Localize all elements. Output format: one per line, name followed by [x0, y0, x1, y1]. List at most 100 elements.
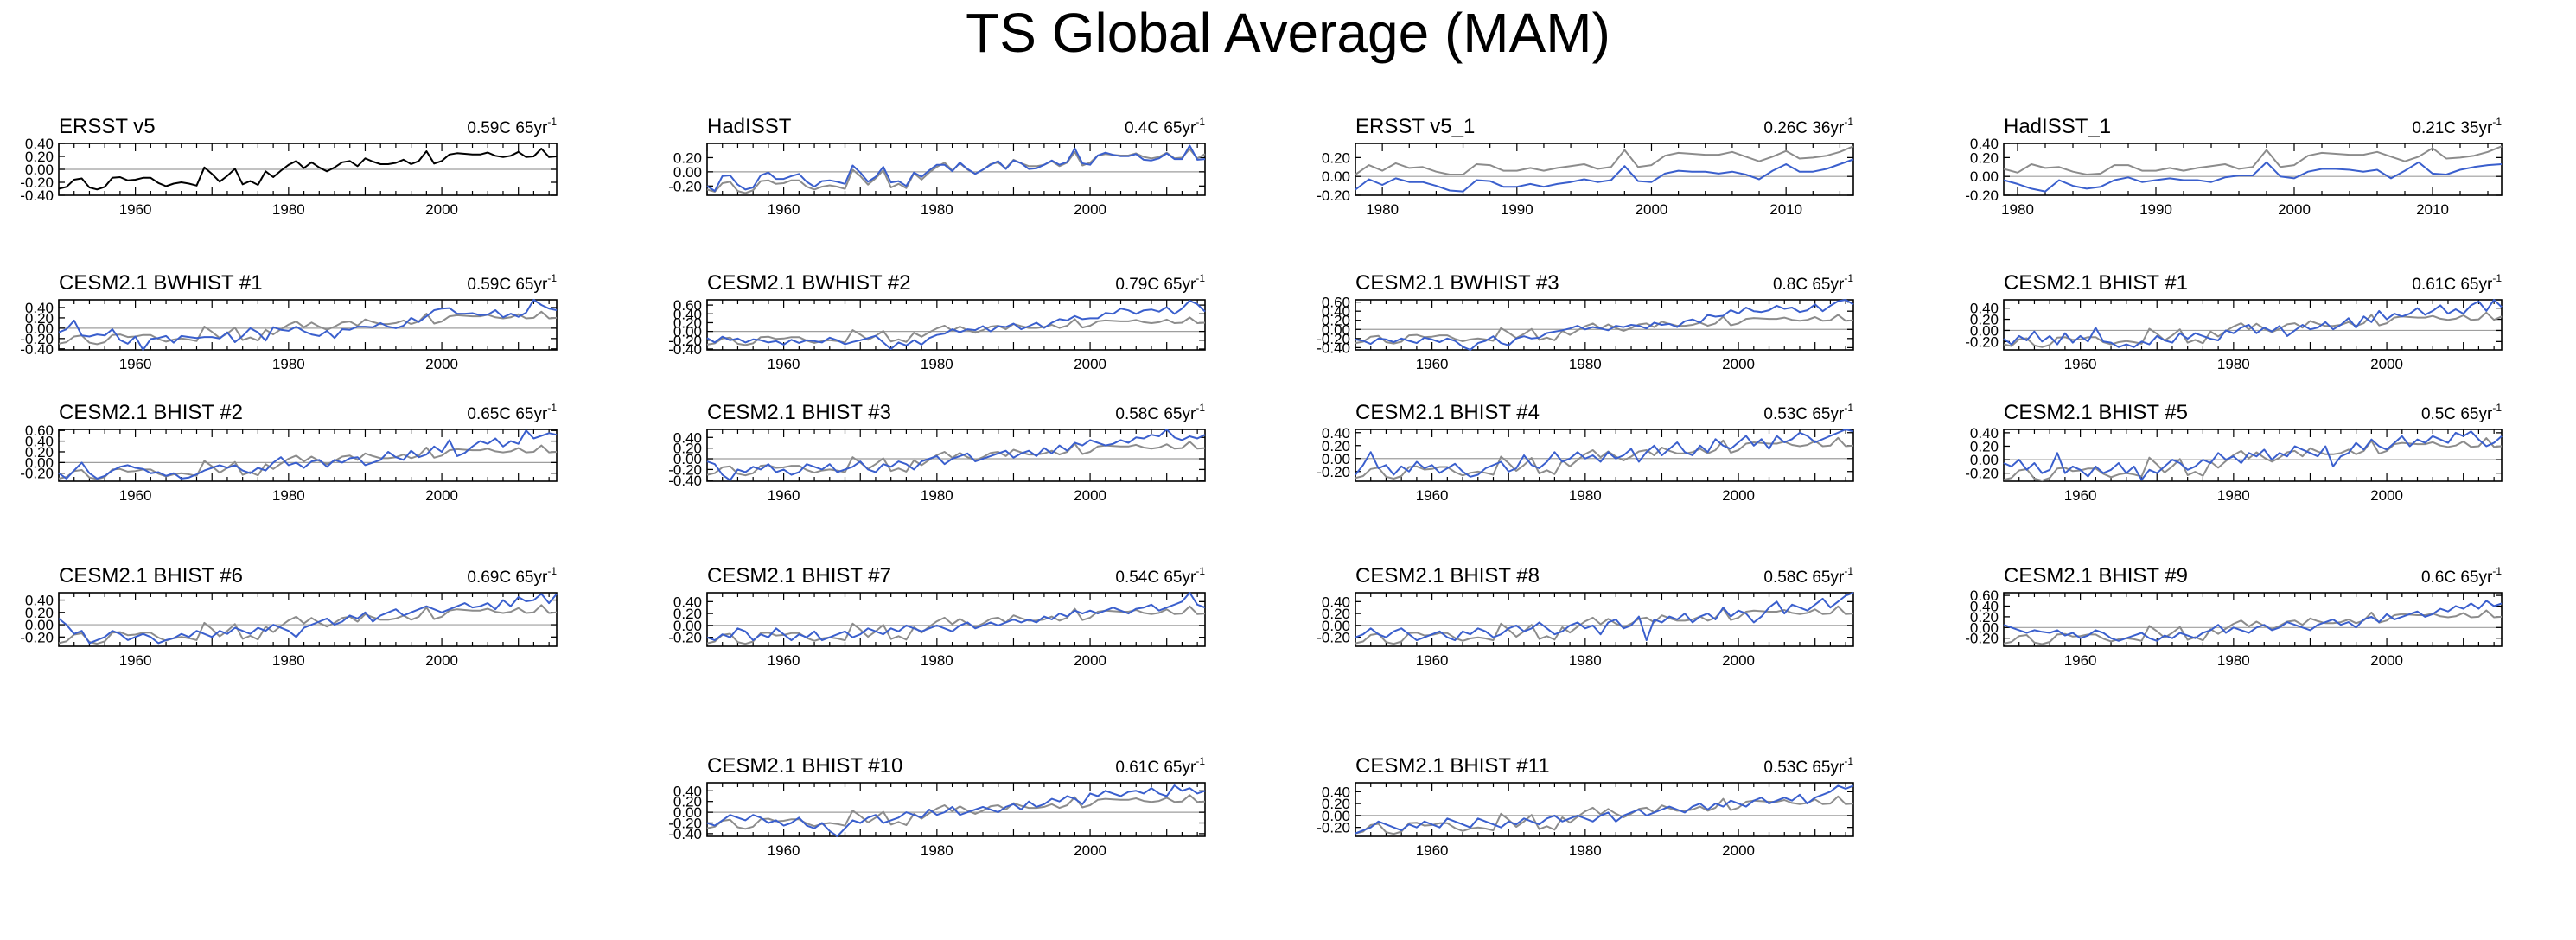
y-tick-label: -0.20 [1317, 187, 1350, 204]
reference-series-line [58, 310, 558, 346]
model-series-line [706, 592, 1206, 642]
x-tick-label: 1980 [272, 356, 305, 372]
y-tick-label: 0.20 [1322, 796, 1350, 812]
reference-series-line [2003, 311, 2503, 348]
plot-frame [2003, 592, 2503, 647]
x-tick-label: 1960 [2064, 487, 2097, 504]
y-tick-label: 0.40 [25, 136, 54, 152]
trend-label: 0.69C 65yr-1 [467, 565, 557, 587]
y-tick-label: 0.00 [673, 618, 702, 634]
model-series-line [1355, 158, 1854, 193]
chart-panel: CESM2.1 BHIST #4 0.53C 65yr-1 0.400.200.00… [1317, 401, 1854, 504]
x-tick-label: 1980 [2217, 652, 2250, 669]
x-tick-label: 1960 [119, 652, 152, 669]
trend-label: 0.53C 65yr-1 [1763, 755, 1853, 777]
y-tick-label: 0.00 [1970, 168, 1999, 185]
x-tick-label: 1960 [119, 487, 152, 504]
plot-frame [1355, 143, 1854, 196]
chart-title: HadISST [707, 115, 792, 138]
y-tick-label: 0.20 [673, 606, 702, 622]
y-tick-label: 0.40 [673, 594, 702, 610]
plot-frame [706, 143, 1206, 196]
model-series-line [1355, 299, 1854, 351]
x-tick-label: 1960 [119, 201, 152, 218]
trend-label: 0.59C 65yr-1 [467, 116, 557, 137]
trend-label: 0.59C 65yr-1 [467, 272, 557, 294]
y-tick-label: -0.40 [668, 473, 702, 489]
x-tick-label: 2010 [2416, 201, 2449, 218]
y-tick-label: 0.20 [1970, 609, 1999, 626]
trend-label: 0.79C 65yr-1 [1115, 272, 1205, 294]
y-tick-label: 0.20 [1322, 606, 1350, 622]
trend-label: 0.6C 65yr-1 [2421, 565, 2502, 587]
y-tick-label: 0.40 [673, 783, 702, 799]
model-series-line [706, 784, 1206, 837]
chart-panel: HadISST 0.4C 65yr-1 0.200.00-0.20 1960 1980 2… [668, 115, 1206, 218]
x-tick-label: 1980 [272, 487, 305, 504]
y-tick-label: 0.00 [1970, 322, 1999, 339]
model-series-line [58, 299, 558, 351]
x-tick-label: 1980 [1366, 201, 1399, 218]
x-tick-label: 2000 [425, 487, 458, 504]
x-tick-label: 2000 [2370, 356, 2403, 372]
chart-title: CESM2.1 BHIST #9 [2004, 564, 2188, 588]
chart-title: ERSST v5 [59, 115, 156, 138]
y-tick-label: -0.20 [20, 466, 54, 482]
x-tick-label: 2000 [425, 201, 458, 218]
chart-title: CESM2.1 BHIST #8 [1355, 564, 1540, 588]
y-tick-label: 0.60 [25, 422, 54, 439]
chart-title: CESM2.1 BWHIST #3 [1355, 271, 1559, 295]
trend-label: 0.54C 65yr-1 [1115, 565, 1205, 587]
chart-title: CESM2.1 BHIST #10 [707, 754, 902, 778]
x-tick-label: 1980 [921, 356, 953, 372]
y-tick-label: -0.20 [668, 816, 702, 832]
y-tick-label: 0.20 [673, 441, 702, 457]
y-tick-label: -0.20 [668, 178, 702, 194]
y-tick-label: 0.00 [673, 164, 702, 181]
model-series-line [2003, 161, 2503, 193]
chart-panel: CESM2.1 BHIST #8 0.58C 65yr-1 0.400.200.00… [1317, 564, 1854, 669]
x-tick-label: 2000 [1074, 201, 1106, 218]
y-tick-label: -0.20 [668, 630, 702, 646]
chart-panel: CESM2.1 BHIST #1 0.61C 65yr-1 0.400.200.00… [1965, 271, 2503, 372]
y-tick-label: 0.60 [1970, 588, 1999, 604]
y-tick-label: -0.20 [20, 331, 54, 347]
y-tick-label: 0.40 [1970, 136, 1999, 152]
y-tick-label: 0.00 [1322, 451, 1350, 467]
y-tick-label: 0.40 [1322, 425, 1350, 441]
y-tick-label: 0.20 [1322, 438, 1350, 454]
x-tick-label: 1980 [921, 842, 953, 859]
x-tick-label: 1960 [768, 201, 800, 218]
model-series-line [58, 593, 558, 645]
y-tick-label: 0.60 [1322, 295, 1350, 311]
x-tick-label: 1960 [768, 487, 800, 504]
chart-panel: CESM2.1 BHIST #6 0.69C 65yr-1 0.400.200.00… [20, 564, 558, 669]
y-tick-label: -0.40 [20, 341, 54, 358]
y-tick-label: -0.40 [20, 187, 54, 204]
x-tick-label: 2000 [425, 356, 458, 372]
x-tick-label: 1980 [921, 487, 953, 504]
model-series-line [1355, 429, 1854, 478]
chart-title: ERSST v5_1 [1355, 115, 1475, 138]
trend-label: 0.58C 65yr-1 [1763, 565, 1853, 587]
y-tick-label: -0.20 [1317, 630, 1350, 646]
y-tick-label: 0.40 [673, 429, 702, 446]
plot-frame [706, 592, 1206, 647]
trend-label: 0.65C 65yr-1 [467, 402, 557, 423]
y-tick-label: 0.20 [673, 149, 702, 166]
chart-panel: CESM2.1 BHIST #9 0.6C 65yr-1 0.600.400.200… [1965, 564, 2503, 669]
y-tick-label: 0.00 [25, 454, 54, 471]
y-tick-label: 0.60 [673, 297, 702, 314]
x-tick-label: 1960 [768, 842, 800, 859]
x-tick-label: 1980 [1569, 652, 1602, 669]
x-tick-label: 2000 [425, 652, 458, 669]
y-tick-label: -0.20 [668, 461, 702, 478]
y-tick-label: -0.20 [1965, 631, 1999, 647]
y-tick-label: 0.20 [1970, 149, 1999, 166]
chart-title: CESM2.1 BHIST #4 [1355, 401, 1540, 424]
x-tick-label: 1980 [2217, 356, 2250, 372]
chart-title: CESM2.1 BHIST #5 [2004, 401, 2188, 424]
y-tick-label: 0.40 [25, 593, 54, 609]
y-tick-label: 0.40 [1322, 594, 1350, 610]
x-tick-label: 2000 [2370, 487, 2403, 504]
